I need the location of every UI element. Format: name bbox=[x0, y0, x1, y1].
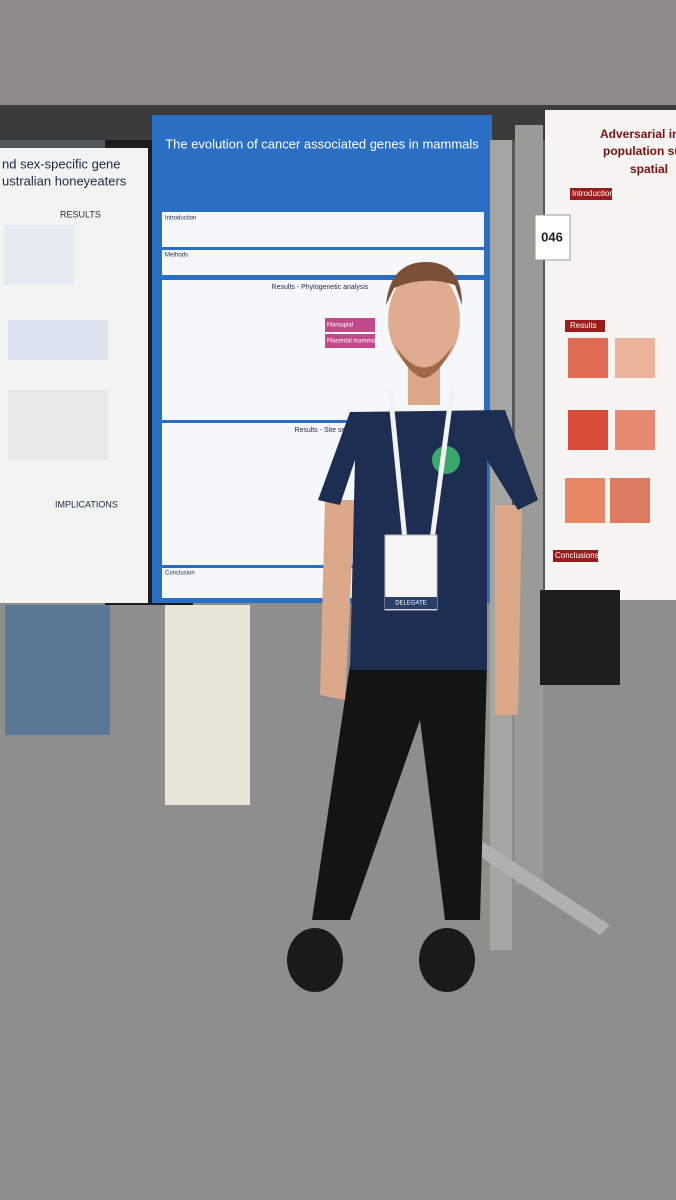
panel-heading: Introduction bbox=[165, 216, 196, 222]
trousers bbox=[540, 590, 620, 685]
shoe bbox=[287, 928, 343, 992]
poster-title: ustralian honeyeaters bbox=[2, 173, 127, 188]
lanyard bbox=[429, 389, 455, 541]
legend-label: Placental mammals bbox=[327, 339, 379, 345]
section-heading: IMPLICATIONS bbox=[55, 499, 118, 509]
legend-label: Marsupial bbox=[327, 323, 353, 329]
beard bbox=[395, 345, 453, 378]
ceiling bbox=[0, 0, 676, 105]
section-heading: RESULTS bbox=[60, 209, 101, 219]
figure bbox=[4, 225, 74, 285]
stand-foot bbox=[470, 840, 610, 935]
shoe bbox=[419, 928, 475, 992]
arm bbox=[320, 500, 355, 700]
poster-title: The evolution of cancer associated genes… bbox=[165, 136, 479, 151]
jeans bbox=[5, 605, 110, 735]
figure bbox=[8, 390, 108, 460]
heatmap bbox=[568, 410, 608, 450]
panel-heading: Conclusion bbox=[165, 571, 195, 577]
heatmap bbox=[615, 338, 655, 378]
head bbox=[388, 270, 460, 370]
legend-box bbox=[325, 334, 375, 348]
poster-title: population sup bbox=[603, 144, 676, 158]
section-heading: Introduction bbox=[572, 189, 614, 198]
heatmap bbox=[615, 410, 655, 450]
panel bbox=[162, 212, 484, 247]
poster-title: spatial bbox=[630, 162, 668, 176]
panel-heading: Results - Phylogenetic analysis bbox=[272, 284, 369, 291]
arm bbox=[495, 505, 522, 715]
heatmap bbox=[565, 478, 605, 523]
badge-pin bbox=[432, 446, 460, 474]
heatmap bbox=[610, 478, 650, 523]
number-tag bbox=[534, 214, 571, 261]
section-bar bbox=[553, 550, 598, 562]
legend-box bbox=[325, 318, 375, 332]
left-poster bbox=[0, 148, 148, 603]
poster-title: Adversarial inter bbox=[600, 127, 676, 141]
section-bar bbox=[570, 188, 612, 200]
panel-heading: Results - Site selection bbox=[294, 427, 365, 434]
panel-heading: Methods bbox=[165, 253, 188, 259]
poster-title: nd sex-specific gene bbox=[2, 156, 121, 171]
figure bbox=[8, 320, 108, 360]
lanyard bbox=[387, 389, 408, 541]
hair bbox=[386, 262, 462, 305]
section-bar bbox=[565, 320, 605, 332]
number-tag-label: 046 bbox=[541, 229, 563, 244]
pants bbox=[312, 665, 487, 920]
section-heading: Conclusions bbox=[555, 551, 599, 560]
badge-label: DELEGATE bbox=[395, 601, 427, 607]
badge-strip bbox=[385, 597, 437, 609]
heatmap bbox=[568, 338, 608, 378]
trousers bbox=[165, 605, 250, 805]
section-heading: Results bbox=[570, 321, 597, 330]
right-poster bbox=[545, 110, 676, 600]
